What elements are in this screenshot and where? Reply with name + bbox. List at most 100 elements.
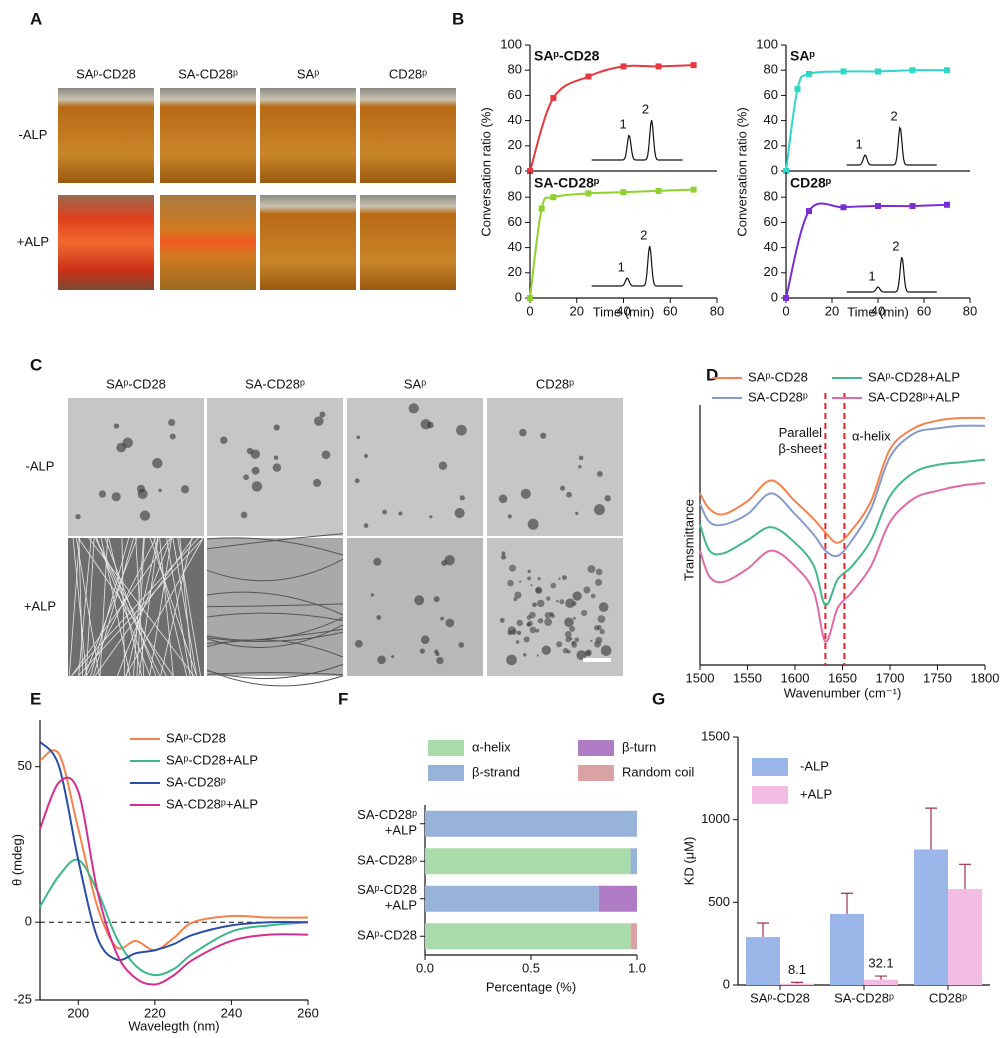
- legend-label: SAᵖ-CD28: [748, 369, 808, 384]
- y-axis-label: θ (mdeg): [9, 834, 24, 886]
- aggregate: [523, 636, 530, 643]
- aggregate: [595, 568, 603, 576]
- aggregate: [440, 616, 445, 621]
- panel-label: F: [338, 689, 348, 708]
- column-header: SA-CD28ᵖ: [245, 376, 305, 391]
- series-line: [699, 424, 986, 558]
- series-line: [39, 741, 309, 962]
- aggregate: [398, 511, 403, 516]
- y-axis-label: Transmittance: [681, 499, 696, 581]
- aggregate: [596, 471, 603, 477]
- annotation: α-helix: [852, 428, 891, 443]
- marker: [527, 168, 533, 174]
- aggregate: [566, 649, 571, 654]
- aggregate: [273, 424, 280, 431]
- marker: [909, 203, 916, 210]
- aggregate: [587, 565, 596, 574]
- aggregate: [501, 551, 506, 556]
- series-line: [785, 69, 948, 172]
- aggregate: [597, 615, 606, 623]
- aggregate: [420, 419, 431, 430]
- aggregate: [578, 465, 582, 469]
- aggregate: [354, 478, 360, 484]
- legend-label: SAᵖ-CD28: [166, 730, 226, 745]
- aggregate: [590, 639, 593, 643]
- aggregate: [519, 580, 522, 583]
- x-tick-label: SA-CD28ᵖ: [834, 990, 894, 1005]
- aggregate: [98, 490, 107, 498]
- y-axis-label: KD (μM): [681, 837, 696, 886]
- x-tick-label: 0: [526, 303, 533, 318]
- aggregate: [535, 628, 540, 633]
- series-line: [39, 749, 309, 952]
- aggregate: [578, 455, 584, 461]
- bar: [746, 937, 780, 985]
- text-line: SA-CD28ᵖ: [357, 807, 417, 822]
- aggregate: [593, 625, 600, 631]
- fiber: [159, 537, 174, 677]
- y-tick-label: -25: [13, 991, 32, 1006]
- aggregate: [456, 424, 467, 436]
- y-tick-label: 100: [756, 36, 778, 51]
- fiber: [206, 672, 344, 676]
- x-axis-label: Wavenumber (cm⁻¹): [784, 685, 902, 700]
- row-label: +ALP: [24, 598, 56, 613]
- series-line: [39, 776, 309, 986]
- inset-trace: [591, 119, 683, 161]
- error-bar: [757, 922, 769, 938]
- scale-bar: [583, 658, 611, 662]
- aggregate: [420, 635, 430, 645]
- photo: [58, 195, 154, 290]
- fiber: [206, 533, 344, 550]
- aggregate: [514, 591, 522, 599]
- aggregate: [414, 595, 425, 606]
- legend-swatch: [578, 740, 614, 756]
- aggregate: [565, 598, 575, 608]
- aggregate: [169, 433, 176, 440]
- aggregate: [152, 458, 163, 469]
- bar: [864, 979, 898, 985]
- y-tick-label: 40: [764, 239, 778, 254]
- aggregate: [594, 640, 601, 648]
- error-bar: [875, 975, 887, 980]
- inset-trace: [846, 126, 937, 166]
- fiber: [206, 663, 344, 679]
- aggregate: [240, 511, 248, 519]
- marker: [794, 86, 801, 93]
- aggregate: [604, 495, 611, 502]
- photo: [487, 398, 623, 536]
- legend-label: SA-CD28ᵖ+ALP: [166, 796, 258, 811]
- category-label: SA-CD28ᵖ +ALP: [357, 807, 417, 838]
- aggregate: [158, 488, 162, 493]
- x-tick-label: 40: [616, 303, 630, 318]
- marker: [690, 62, 697, 69]
- legend-label: SA-CD28ᵖ: [166, 774, 226, 789]
- fiber: [95, 537, 167, 677]
- aggregate: [373, 557, 382, 566]
- y-tick-label: 20: [508, 137, 522, 152]
- aggregate: [583, 586, 591, 594]
- aggregate: [527, 620, 533, 627]
- annotation: 1: [856, 136, 863, 151]
- aggregate: [441, 560, 447, 566]
- bar: [948, 889, 982, 985]
- fiber: [206, 612, 344, 622]
- aggregate: [408, 403, 419, 414]
- y-tick-label: 1000: [701, 811, 730, 826]
- value-label: 8.1: [788, 962, 806, 977]
- fiber: [68, 537, 80, 677]
- fiber: [132, 537, 145, 677]
- column-header: SAᵖ-CD28: [106, 376, 166, 391]
- column-header: CD28ᵖ: [536, 376, 574, 391]
- aggregate: [572, 591, 582, 601]
- aggregate: [433, 596, 440, 603]
- bar-segment: [425, 885, 599, 912]
- photo: [207, 538, 343, 676]
- aggregate: [459, 495, 465, 501]
- legend-label: β-strand: [472, 764, 520, 779]
- aggregate: [537, 577, 541, 581]
- text-line: +ALP: [385, 823, 417, 838]
- y-tick-label: 20: [764, 137, 778, 152]
- fiber: [77, 537, 204, 677]
- legend-swatch: [752, 758, 788, 776]
